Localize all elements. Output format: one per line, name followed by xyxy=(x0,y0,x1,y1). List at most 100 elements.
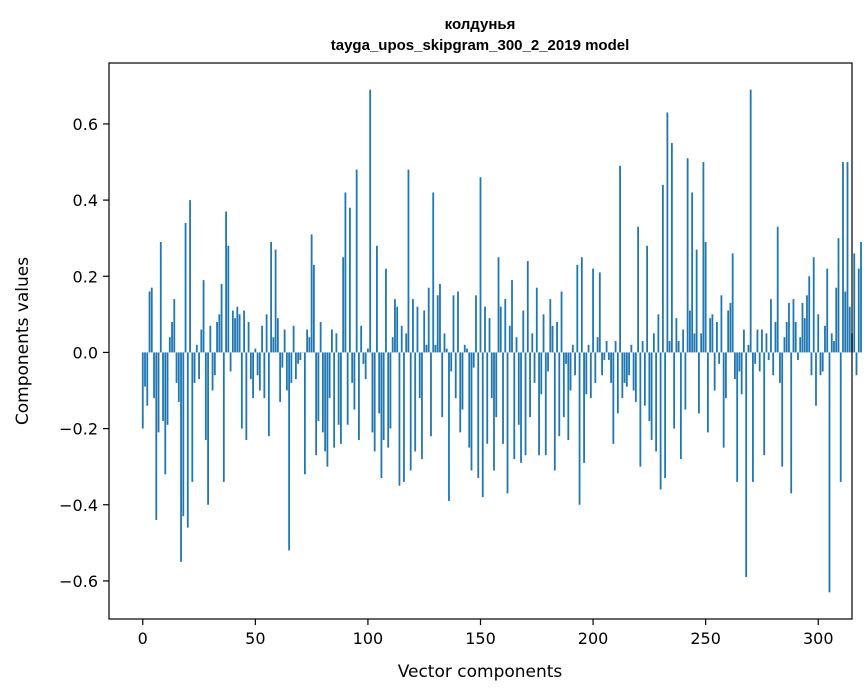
y-tick-label: −0.2 xyxy=(59,420,98,439)
x-axis-ticks: 0 50 100 150 200 250 300 xyxy=(138,619,834,648)
bar xyxy=(646,245,649,353)
bar xyxy=(727,310,730,353)
bar xyxy=(387,352,390,448)
bar xyxy=(202,280,205,353)
bar xyxy=(288,352,291,551)
bar xyxy=(698,352,700,414)
bar xyxy=(168,337,171,353)
bar xyxy=(166,352,169,425)
bar xyxy=(828,352,831,593)
bar xyxy=(211,352,214,391)
bar xyxy=(612,352,615,444)
bar xyxy=(722,352,725,448)
bar xyxy=(270,241,273,353)
y-tick-label: 0.4 xyxy=(73,191,98,210)
bar xyxy=(821,352,824,372)
bar xyxy=(758,352,761,372)
bar xyxy=(222,352,225,482)
bar xyxy=(141,352,144,429)
bar xyxy=(639,352,642,467)
bar xyxy=(734,352,736,380)
bar xyxy=(164,352,167,475)
bar xyxy=(405,333,408,353)
bar xyxy=(493,352,495,471)
bar xyxy=(605,341,608,353)
bar xyxy=(398,352,401,486)
bar xyxy=(247,321,250,353)
bar xyxy=(583,352,585,463)
bar xyxy=(763,352,766,456)
bar xyxy=(418,352,421,399)
bar xyxy=(666,112,669,353)
bar xyxy=(857,268,860,353)
bar xyxy=(162,352,164,421)
bar xyxy=(736,352,739,482)
bar xyxy=(391,337,394,353)
bar xyxy=(529,352,531,418)
bar xyxy=(484,306,486,353)
bar xyxy=(515,337,518,353)
bar xyxy=(713,352,716,391)
bar xyxy=(747,344,750,353)
bar xyxy=(403,352,405,482)
bar xyxy=(344,192,347,353)
bar xyxy=(824,325,826,353)
bar xyxy=(776,226,779,353)
bar xyxy=(430,352,432,437)
bar xyxy=(652,333,655,353)
bar xyxy=(517,352,520,425)
bar xyxy=(150,287,153,353)
bar xyxy=(479,177,482,353)
bar xyxy=(632,352,635,391)
bar xyxy=(619,165,621,353)
bar xyxy=(549,299,552,353)
bar xyxy=(749,89,752,353)
bar xyxy=(657,314,660,353)
bar xyxy=(153,352,155,399)
bar xyxy=(756,329,759,353)
bar xyxy=(607,352,610,361)
bar xyxy=(299,352,302,361)
bar xyxy=(470,352,473,471)
bar xyxy=(263,352,266,399)
bar xyxy=(425,344,428,353)
bar xyxy=(691,192,694,353)
bar xyxy=(585,352,588,395)
bar xyxy=(625,352,628,387)
bar xyxy=(794,321,797,353)
bar xyxy=(184,222,187,353)
bar xyxy=(720,295,723,353)
bar xyxy=(610,352,612,383)
bar xyxy=(634,352,637,402)
bar xyxy=(779,352,781,383)
bar xyxy=(310,234,313,353)
bar xyxy=(594,352,597,383)
bar xyxy=(504,299,507,353)
bar xyxy=(364,352,367,380)
bar xyxy=(297,352,300,364)
bar xyxy=(346,352,349,425)
bar xyxy=(216,321,218,353)
bar xyxy=(522,310,525,353)
bar xyxy=(355,169,358,353)
bar xyxy=(335,333,338,353)
bar xyxy=(256,352,259,376)
bar xyxy=(837,238,840,353)
bar xyxy=(700,333,703,353)
bar xyxy=(312,264,315,353)
bar xyxy=(189,200,191,353)
bar xyxy=(385,268,387,353)
bar xyxy=(571,344,574,353)
bar xyxy=(745,352,748,578)
bar xyxy=(860,241,862,353)
bar xyxy=(180,352,182,562)
bar xyxy=(752,352,754,482)
bar xyxy=(506,352,509,494)
y-axis-ticks: −0.6 −0.4 −0.2 0.0 0.2 0.4 0.6 xyxy=(59,115,109,591)
bar xyxy=(445,348,448,353)
bar xyxy=(265,314,268,353)
bar xyxy=(177,352,180,402)
bar xyxy=(810,352,813,376)
bar xyxy=(508,325,511,353)
bar xyxy=(285,352,288,391)
